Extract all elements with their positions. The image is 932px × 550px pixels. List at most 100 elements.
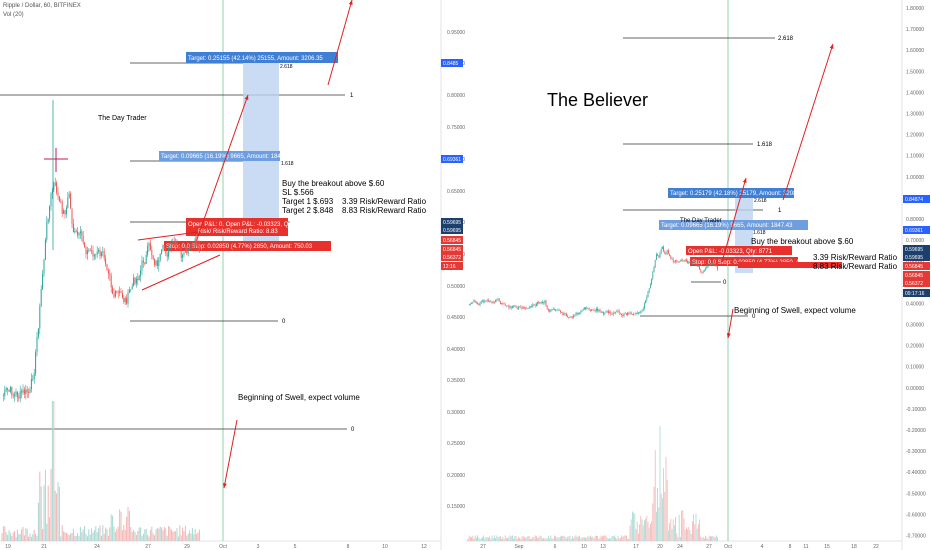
left-candle-body — [75, 230, 77, 232]
left-volume-bar — [147, 534, 149, 541]
left-candle-body — [196, 238, 198, 246]
right-candle-body — [507, 305, 508, 307]
left-candle-body — [148, 243, 150, 247]
right-volume-bar — [654, 450, 656, 541]
right-volume-bar — [518, 536, 519, 541]
right-candle-body — [484, 300, 486, 302]
right-candle-body — [676, 260, 678, 262]
right-candle-body — [632, 314, 633, 315]
right-candle-body — [525, 307, 526, 309]
left-candle-body — [116, 291, 118, 293]
left-x-tick: 21 — [41, 544, 47, 550]
left-target-arrow-head — [348, 0, 353, 5]
right-volume-bar — [653, 486, 655, 541]
right-volume-bar — [538, 537, 540, 541]
left-candle-body — [88, 249, 90, 251]
left-candle-body — [135, 278, 137, 284]
left-candle-body — [183, 252, 185, 255]
right-volume-bar — [491, 535, 493, 541]
left-y-tick: 0.25000 — [447, 441, 465, 447]
right-candle-body — [638, 312, 639, 314]
right-candle-body — [546, 305, 548, 310]
left-candle-body — [100, 251, 102, 257]
left-volume-bar — [68, 535, 70, 541]
left-fib-label: 0 — [351, 427, 355, 433]
right-volume-bar — [664, 491, 666, 541]
left-volume-bar — [35, 533, 37, 541]
left-candle-body — [79, 231, 81, 234]
right-volume-bar — [606, 537, 608, 541]
left-candle-body — [33, 373, 35, 380]
left-candle-body — [36, 337, 38, 353]
right-x-tick: 20 — [657, 544, 663, 550]
right-volume-bar — [472, 535, 474, 541]
left-volume-bar — [107, 535, 109, 541]
right-volume-bar — [574, 536, 576, 541]
right-candle-body — [672, 258, 674, 262]
right-candle-body — [501, 303, 502, 305]
left-candle-body — [28, 392, 30, 394]
right-volume-bar — [617, 536, 619, 541]
left-candle-body — [168, 248, 170, 257]
right-volume-bar — [615, 537, 616, 541]
right-volume-bar — [536, 536, 537, 541]
right-candle-body — [510, 306, 512, 309]
right-candle-body — [702, 271, 704, 273]
right-candle-body — [648, 288, 650, 292]
right-target1-box — [659, 220, 808, 230]
left-candle-body — [138, 275, 140, 281]
right-candle-body — [663, 246, 664, 252]
right-volume-bar — [702, 536, 704, 541]
left-candle-body — [32, 379, 34, 380]
right-volume-bar — [519, 538, 520, 541]
left-volume-bar — [154, 535, 156, 541]
left-x-tick: 24 — [94, 544, 100, 550]
right-candle-body — [623, 313, 625, 317]
right-candle-body — [556, 310, 558, 311]
left-volume-bar — [131, 531, 133, 541]
right-candle-body — [551, 309, 553, 311]
right-price-tag-label: 09:17:16 — [905, 291, 925, 297]
right-y-tick: -0.50000 — [906, 491, 926, 497]
right-candle-body — [698, 265, 699, 267]
left-volume-bars — [1, 401, 200, 541]
left-candle-body — [177, 245, 179, 247]
left-target1-box — [159, 151, 280, 161]
left-candle-body — [106, 264, 108, 271]
right-candle-body — [578, 313, 579, 315]
left-volume-bar — [158, 528, 160, 541]
left-volume-bar — [145, 528, 147, 541]
left-risk-reward-label: Risk/ Risk/Reward Ratio: 8.83 — [198, 229, 278, 235]
left-y-tick: 0.30000 — [447, 410, 465, 416]
right-price-tag — [903, 245, 930, 253]
right-candle-body — [711, 264, 712, 266]
left-candle-body — [91, 250, 93, 252]
right-y-tick: 0.70000 — [906, 238, 924, 244]
left-volume-bar — [19, 534, 21, 541]
left-candle-body — [23, 389, 25, 394]
right-candle-body — [710, 263, 711, 265]
left-resistance-line — [137, 231, 199, 241]
right-volume-bar — [678, 514, 680, 541]
left-volume-bar — [196, 534, 198, 541]
left-candle-body — [123, 297, 125, 302]
right-volume-bar — [623, 535, 625, 541]
right-breakout-arrow-head — [742, 178, 747, 183]
left-fib-label: 0 — [282, 319, 286, 325]
right-volume-bar — [622, 536, 624, 541]
right-volume-bar — [652, 503, 654, 541]
right-volume-bar — [569, 535, 571, 541]
left-volume-bar — [8, 530, 10, 541]
right-candle-body — [594, 309, 596, 311]
left-candle-body — [84, 242, 86, 247]
right-candle-body — [683, 260, 685, 262]
left-candle-body — [179, 246, 181, 249]
left-volume-bar — [110, 514, 112, 541]
right-volume-bar — [695, 513, 697, 541]
left-candle-body — [169, 247, 171, 249]
right-candle-body — [557, 309, 559, 311]
right-candle-body — [573, 315, 574, 318]
left-support-line — [141, 254, 221, 291]
left-candle-body — [81, 231, 83, 236]
left-volume-bar — [172, 531, 174, 541]
